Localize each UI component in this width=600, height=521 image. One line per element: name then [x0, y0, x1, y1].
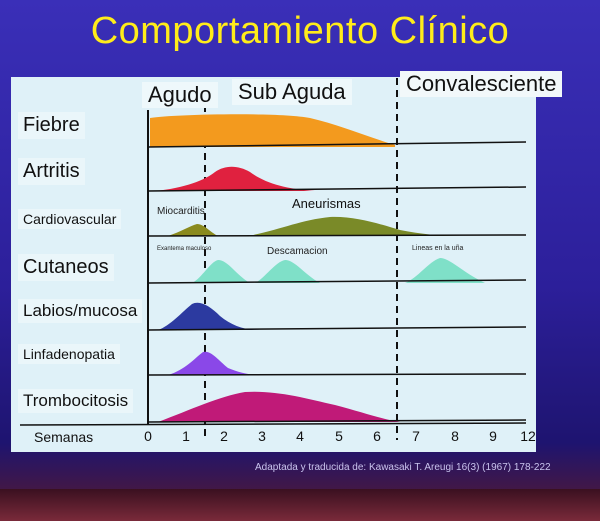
annotation-miocarditis: Miocarditis [157, 206, 205, 217]
axis-tick-label: 9 [489, 428, 497, 444]
time-axis-line [19, 422, 527, 426]
row-label-linfadenopatia: Linfadenopatia [18, 344, 120, 364]
source-citation: Adaptada y traducida de: Kawasaki T. Are… [255, 462, 551, 473]
phase-label-convalesciente: Convalesciente [400, 71, 563, 97]
annotation-aneurismas: Aneurismas [292, 196, 361, 211]
row-baseline-linfadenopatia [147, 373, 527, 376]
axis-tick-label: 6 [373, 428, 381, 444]
axis-tick-label: 1 [182, 428, 190, 444]
exantema-curve [192, 260, 250, 283]
annotation-exantema: Exantema maculoso [157, 246, 212, 252]
fiebre-curve [150, 114, 395, 147]
lineas-una-curve [405, 258, 485, 283]
axis-ticks: 0 1 2 3 4 5 6 7 8 9 12 [144, 428, 536, 444]
axis-tick-label: 0 [144, 428, 152, 444]
row-baseline-cardiovascular [147, 234, 527, 237]
row-baseline-labios [147, 326, 527, 331]
axis-label-semanas: Semanas [34, 429, 93, 445]
bottom-strip [0, 489, 600, 521]
row-baseline-fiebre [147, 141, 527, 148]
miocarditis-curve [168, 224, 218, 236]
slide-title: Comportamiento Clínico [90, 10, 510, 52]
phase-label-subaguda: Sub Aguda [232, 79, 352, 105]
row-label-fiebre: Fiebre [18, 112, 85, 139]
row-label-trombocitosis: Trombocitosis [18, 389, 134, 413]
axis-tick-label: 7 [412, 428, 420, 444]
aneurismas-curve [248, 216, 460, 236]
axis-tick-label: 2 [220, 428, 228, 444]
annotation-descamacion: Descamacion [267, 246, 328, 257]
axis-tick-label: 3 [258, 428, 266, 444]
trombocitosis-curve [158, 391, 400, 422]
row-label-cutaneos: Cutaneos [18, 254, 114, 281]
row-label-cardiovascular: Cardiovascular [18, 209, 122, 229]
axis-tick-label: 4 [296, 428, 304, 444]
labios-curve [158, 302, 260, 330]
axis-tick-label: 5 [335, 428, 343, 444]
row-baseline-trombocitosis [147, 419, 527, 423]
axis-tick-label: 8 [451, 428, 459, 444]
row-label-artritis: Artritis [18, 158, 85, 185]
descamacion-curve [255, 260, 320, 283]
row-baseline-artritis [147, 186, 527, 192]
artritis-curve [155, 166, 315, 191]
linfadenopatia-curve [168, 351, 262, 375]
phase-label-agudo: Agudo [142, 82, 218, 108]
annotation-lineas-una: Lineas en la uña [412, 245, 463, 252]
row-label-labios: Labios/mucosa [18, 299, 143, 323]
axis-tick-label: 12 [520, 428, 536, 444]
row-baseline-cutaneos [147, 279, 527, 284]
